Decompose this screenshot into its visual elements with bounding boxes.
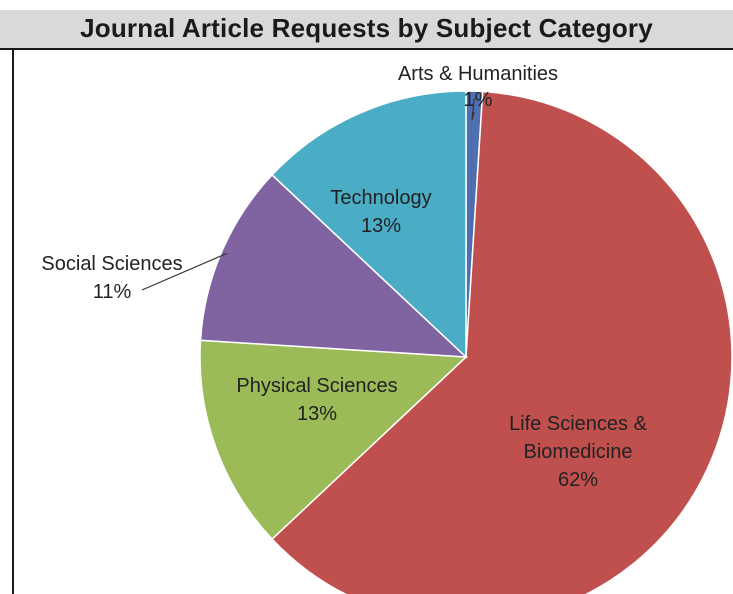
slice-label-physical-sciences: Physical Sciences: [236, 375, 397, 397]
pie-slice-physical-sciences: [199, 339, 468, 541]
slice-percent-arts-and-humanities: 1%: [464, 89, 493, 111]
leader-line-social-sciences: [141, 252, 227, 291]
chart-title-bar: Journal Article Requests by Subject Cate…: [0, 10, 733, 50]
slice-percent-social-sciences: 11%: [93, 281, 132, 303]
pie-slice-life-sciences-and-biomedicine: [271, 90, 733, 594]
leader-line-arts-and-humanities: [471, 98, 475, 121]
slice-label-arts-and-humanities: Arts & Humanities: [398, 63, 558, 85]
slice-label-life-sciences-and-biomedicine: Life Sciences & Biomedicine: [509, 413, 648, 463]
chart-title: Journal Article Requests by Subject Cate…: [80, 13, 653, 43]
slice-percent-technology: 13%: [361, 215, 401, 237]
frame-left-border: [12, 48, 14, 594]
slice-label-social-sciences: Social Sciences: [41, 253, 182, 275]
slice-percent-physical-sciences: 13%: [297, 403, 337, 425]
slice-percent-life-sciences-and-biomedicine: 62%: [558, 469, 598, 491]
pie-slice-technology: [271, 90, 467, 359]
slice-label-technology: Technology: [330, 187, 431, 209]
pie-slice-social-sciences: [199, 173, 469, 358]
